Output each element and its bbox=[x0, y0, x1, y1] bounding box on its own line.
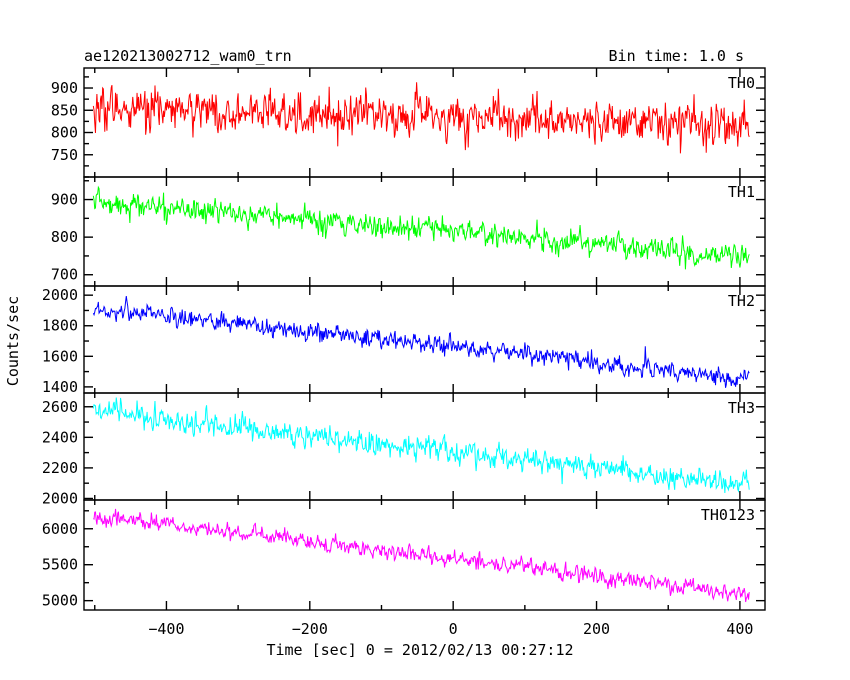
y-tick-label: 750 bbox=[51, 146, 78, 164]
panel-th1: 700 800 900 TH1 bbox=[51, 176, 766, 287]
x-tick-label: 0 bbox=[449, 620, 458, 638]
y-tick-label: 1400 bbox=[42, 378, 78, 396]
x-tick-label: 400 bbox=[726, 620, 753, 638]
series-line-th0123 bbox=[93, 508, 750, 603]
panel-frame bbox=[83, 392, 766, 501]
bin-time-label: Bin time: 1.0 s bbox=[609, 47, 744, 65]
x-tick-label: −400 bbox=[148, 620, 184, 638]
series-line-th0 bbox=[92, 82, 750, 154]
panel-th2: 1400 1600 1800 2000 TH2 bbox=[42, 285, 766, 396]
y-tick-label: 900 bbox=[51, 191, 78, 209]
y-tick-label: 2000 bbox=[42, 286, 78, 304]
panel-th0123: 5000 5500 6000 TH0123 bbox=[42, 499, 766, 611]
series-line-th1 bbox=[92, 185, 750, 270]
chart-title: ae120213002712_wam0_trn bbox=[84, 47, 292, 65]
y-tick-label: 5500 bbox=[42, 556, 78, 574]
y-tick-label: 5000 bbox=[42, 592, 78, 610]
y-tick-label: 2600 bbox=[42, 398, 78, 416]
panel-label: TH2 bbox=[728, 292, 755, 310]
y-tick-label: 850 bbox=[51, 101, 78, 119]
panel-label: TH1 bbox=[728, 183, 755, 201]
series-line-th2 bbox=[92, 296, 750, 388]
panel-label: TH0123 bbox=[701, 506, 755, 524]
y-tick-label: 900 bbox=[51, 79, 78, 97]
x-tick-label: 200 bbox=[583, 620, 610, 638]
y-tick-label: 2200 bbox=[42, 459, 78, 477]
y-tick-label: 800 bbox=[51, 228, 78, 246]
y-tick-label: 6000 bbox=[42, 520, 78, 538]
y-axis-label: Counts/sec bbox=[4, 296, 22, 386]
series-line-th3 bbox=[92, 397, 750, 494]
panel-frame bbox=[83, 285, 766, 394]
y-tick-label: 2400 bbox=[42, 428, 78, 446]
panel-frame bbox=[83, 67, 766, 178]
panel-th0: 750 800 850 900 TH0 bbox=[51, 67, 766, 178]
y-tick-label: 800 bbox=[51, 124, 78, 142]
panel-frame bbox=[83, 176, 766, 287]
y-tick-label: 1600 bbox=[42, 347, 78, 365]
panels: 750 800 850 900 TH0 700 800 900 TH1 1400 1600 1800 2… bbox=[42, 67, 766, 638]
x-axis-label: Time [sec] 0 = 2012/02/13 00:27:12 bbox=[266, 641, 573, 659]
panel-label: TH0 bbox=[728, 74, 755, 92]
y-tick-label: 1800 bbox=[42, 317, 78, 335]
y-tick-label: 700 bbox=[51, 266, 78, 284]
y-tick-label: 2000 bbox=[42, 489, 78, 507]
panel-frame bbox=[83, 499, 766, 611]
panel-label: TH3 bbox=[728, 399, 755, 417]
panel-th3: 2000 2200 2400 2600 TH3 bbox=[42, 392, 766, 507]
x-tick-label: −200 bbox=[292, 620, 328, 638]
